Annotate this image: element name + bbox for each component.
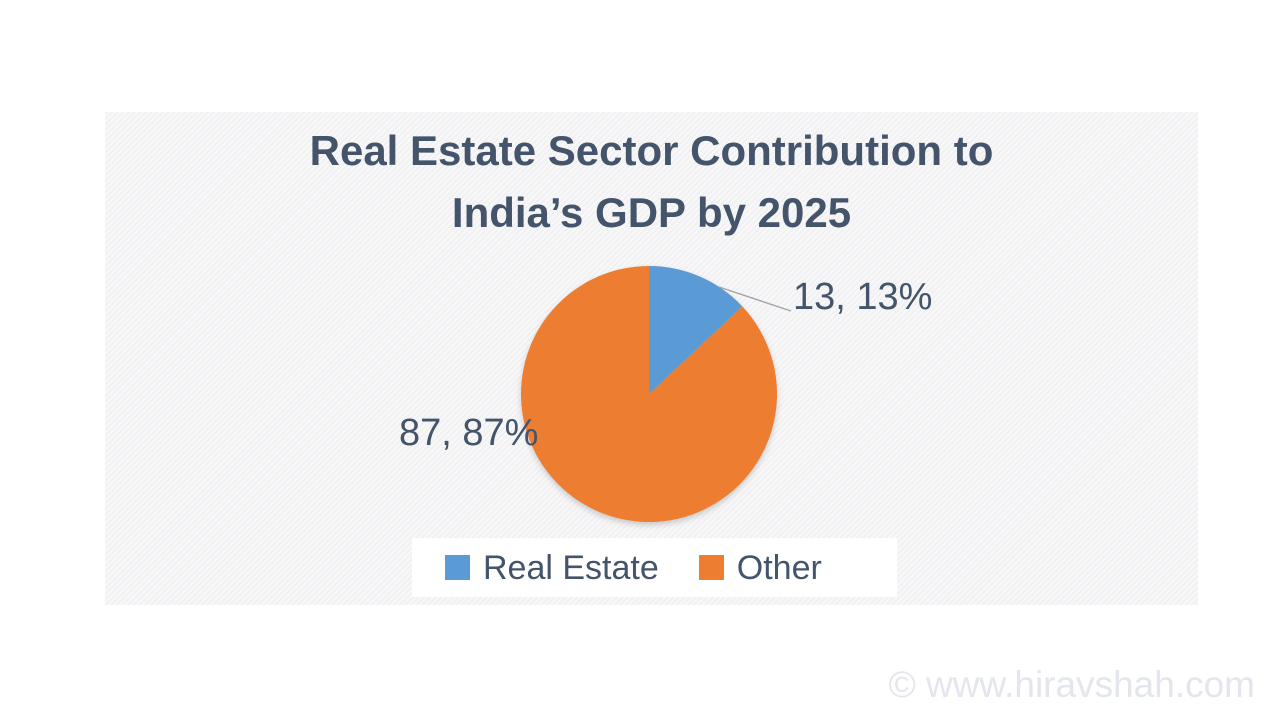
chart-title-line1: Real Estate Sector Contribution to	[309, 127, 994, 174]
watermark: © www.hiravshah.com	[888, 664, 1255, 705]
data-label-real-estate: 13, 13%	[793, 276, 933, 318]
pie-group	[521, 266, 778, 522]
legend-item-other: Other	[698, 548, 822, 587]
chart-title-line2: India’s GDP by 2025	[451, 189, 852, 236]
legend-swatch-real-estate-icon	[445, 555, 470, 580]
chart-panel: Real Estate Sector Contribution to India…	[105, 112, 1198, 605]
legend-swatch-other-icon	[698, 555, 724, 580]
legend-label-real-estate: Real Estate	[483, 548, 659, 587]
pie-slice-other	[521, 266, 778, 522]
pie-chart	[521, 266, 792, 522]
legend-item-real-estate: Real Estate	[445, 551, 659, 585]
data-label-other: 87, 87%	[399, 412, 539, 454]
legend-label-other: Other	[736, 548, 822, 587]
legend: Real Estate Other	[412, 538, 897, 597]
pie-slice-real-estate	[649, 266, 743, 394]
leader-line	[718, 286, 792, 312]
chart-title: Real Estate Sector Contribution to India…	[105, 120, 1198, 244]
